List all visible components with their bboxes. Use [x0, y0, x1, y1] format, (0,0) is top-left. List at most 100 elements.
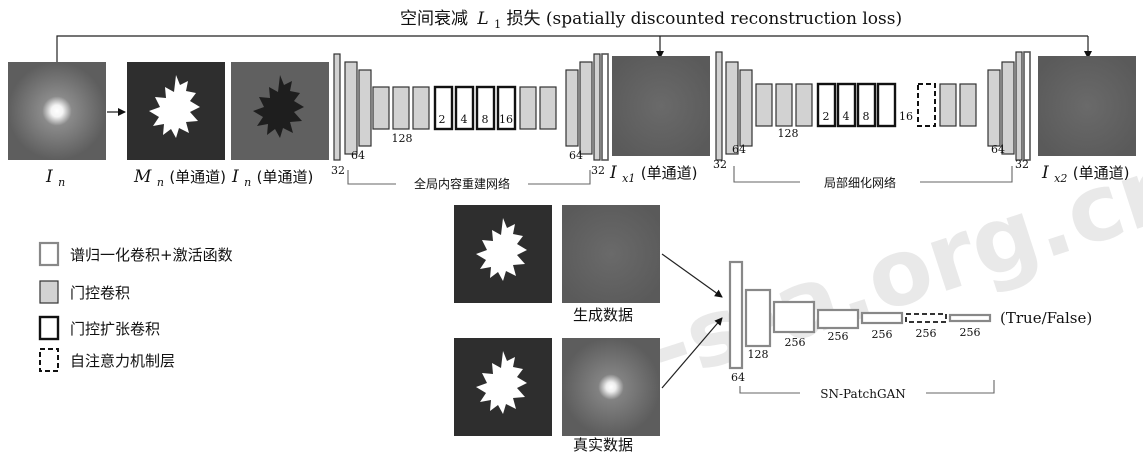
l-block-32 [715, 51, 723, 161]
l-block-128d [939, 83, 957, 127]
label-ix1: I x1 (单通道) [609, 163, 697, 187]
self-attention-icon [39, 348, 59, 372]
l-block-out [1023, 51, 1031, 161]
label-ix2: I x2 (单通道) [1041, 163, 1129, 187]
d-label-256b: 256 [828, 330, 849, 343]
d-block-128 [744, 288, 772, 348]
l-label-64a: 64 [732, 143, 746, 156]
g-dilated-8 [475, 85, 496, 131]
d-bracket-right [926, 380, 995, 394]
input-image [8, 62, 106, 160]
local-network-label: 局部细化网络 [824, 175, 896, 190]
l-block-64d [1001, 61, 1015, 155]
image-mn [127, 62, 225, 160]
d-block-256c [860, 311, 904, 325]
real-image [562, 338, 660, 436]
l-block-128c [795, 83, 813, 127]
ix1-image [612, 56, 710, 156]
g-label-32b: 32 [591, 164, 605, 177]
g-block-out [601, 53, 609, 161]
g-label-64b: 64 [569, 149, 583, 162]
l-dilated-4 [836, 82, 857, 128]
ix2-image [1038, 56, 1136, 156]
legend-self-attention: 自注意力机制层 [70, 352, 175, 370]
l-label-32a: 32 [713, 158, 727, 171]
d-label-128: 128 [748, 348, 769, 361]
l-bracket-left [733, 166, 800, 183]
disc-network-label: SN-PatchGAN [820, 387, 906, 401]
g-block-128b [392, 86, 410, 130]
g-block-32b [593, 53, 601, 161]
l-label-2: 2 [823, 110, 830, 123]
svg-text:空间衰减 L 1 损失: 空间衰减 L 1 损失 (spatially discounted recons… [400, 9, 902, 33]
g-label-2: 2 [439, 113, 446, 126]
g-label-32a: 32 [331, 164, 345, 177]
l-block-128b [775, 83, 793, 127]
loss-title-suffix: 损失 (spatially discounted reconstruction … [507, 9, 903, 29]
arrow-generated-to-disc [661, 253, 723, 298]
d-attention [905, 313, 947, 323]
g-label-16: 16 [499, 113, 513, 126]
loss-line [56, 35, 1088, 62]
legend: 谱归一化卷积+激活函数 门控卷积 门控扩张卷积 自注意力机制层 [38, 241, 233, 372]
g-block-64d [579, 61, 593, 155]
l-block-128a [755, 83, 773, 127]
loss-connector [56, 35, 1092, 62]
d-bracket-left [739, 386, 800, 394]
image-in-masked [231, 62, 329, 160]
local-network: 2 4 8 16 128 64 64 32 32 局部细化网络 [713, 51, 1031, 190]
label-generated: 生成数据 [573, 306, 633, 324]
d-label-256d: 256 [916, 327, 937, 340]
g-block-128d [519, 86, 537, 130]
l-block-64b [739, 69, 753, 147]
d-label-256c: 256 [872, 328, 893, 341]
loss-title-prefix: 空间衰减 [400, 9, 468, 29]
l-block-32b [1015, 51, 1023, 161]
global-network: 2 4 8 16 128 64 64 32 32 全局内容重建网络 [331, 53, 609, 191]
mask-blob [149, 75, 200, 138]
d-block-256a [772, 300, 816, 334]
g-block-128e [539, 86, 557, 130]
g-bracket-left [347, 170, 396, 185]
g-dilated-16 [496, 85, 517, 131]
arrow-real-to-disc [661, 317, 723, 389]
l-block-128e [959, 83, 977, 127]
disc-generated-pair: 生成数据 [454, 205, 660, 324]
d-label-256a: 256 [785, 336, 806, 349]
g-label-4: 4 [461, 113, 468, 126]
gen-image [562, 205, 660, 303]
image-ix2 [1038, 56, 1136, 156]
l-dilated-16 [876, 82, 897, 128]
legend-gated-conv: 门控卷积 [70, 284, 130, 302]
legend-gated-dilated-conv: 门控扩张卷积 [70, 320, 160, 338]
gen-mask-blob [476, 218, 527, 281]
g-block-64c [565, 69, 579, 147]
loss-title: 空间衰减 L 1 损失 (spatially discounted recons… [400, 9, 902, 33]
g-block-64b [358, 69, 372, 147]
g-block-128a [372, 86, 390, 130]
loss-symbol-sub: 1 [494, 18, 501, 31]
g-label-128: 128 [392, 132, 413, 145]
image-in [8, 62, 106, 160]
g-block-64a [344, 61, 358, 155]
d-block-256b [816, 308, 860, 330]
sn-conv-icon [38, 241, 60, 267]
l-dilated-8 [856, 82, 877, 128]
label-in-masked: I n (单通道) [231, 167, 313, 191]
real-mask-blob [476, 351, 527, 414]
g-label-64a: 64 [351, 149, 365, 162]
l-label-16: 16 [899, 110, 913, 123]
masked-hole [253, 75, 304, 138]
label-mn: M n (单通道) [133, 167, 226, 191]
gated-conv-icon [39, 280, 59, 304]
l-label-32b: 32 [1015, 158, 1029, 171]
d-label-256e: 256 [960, 326, 981, 339]
l-attention [917, 83, 936, 127]
d-block-256d [948, 313, 992, 323]
l-dilated-2 [816, 82, 837, 128]
l-label-8: 8 [863, 110, 870, 123]
image-ix1 [612, 56, 710, 156]
l-label-64b: 64 [991, 143, 1005, 156]
